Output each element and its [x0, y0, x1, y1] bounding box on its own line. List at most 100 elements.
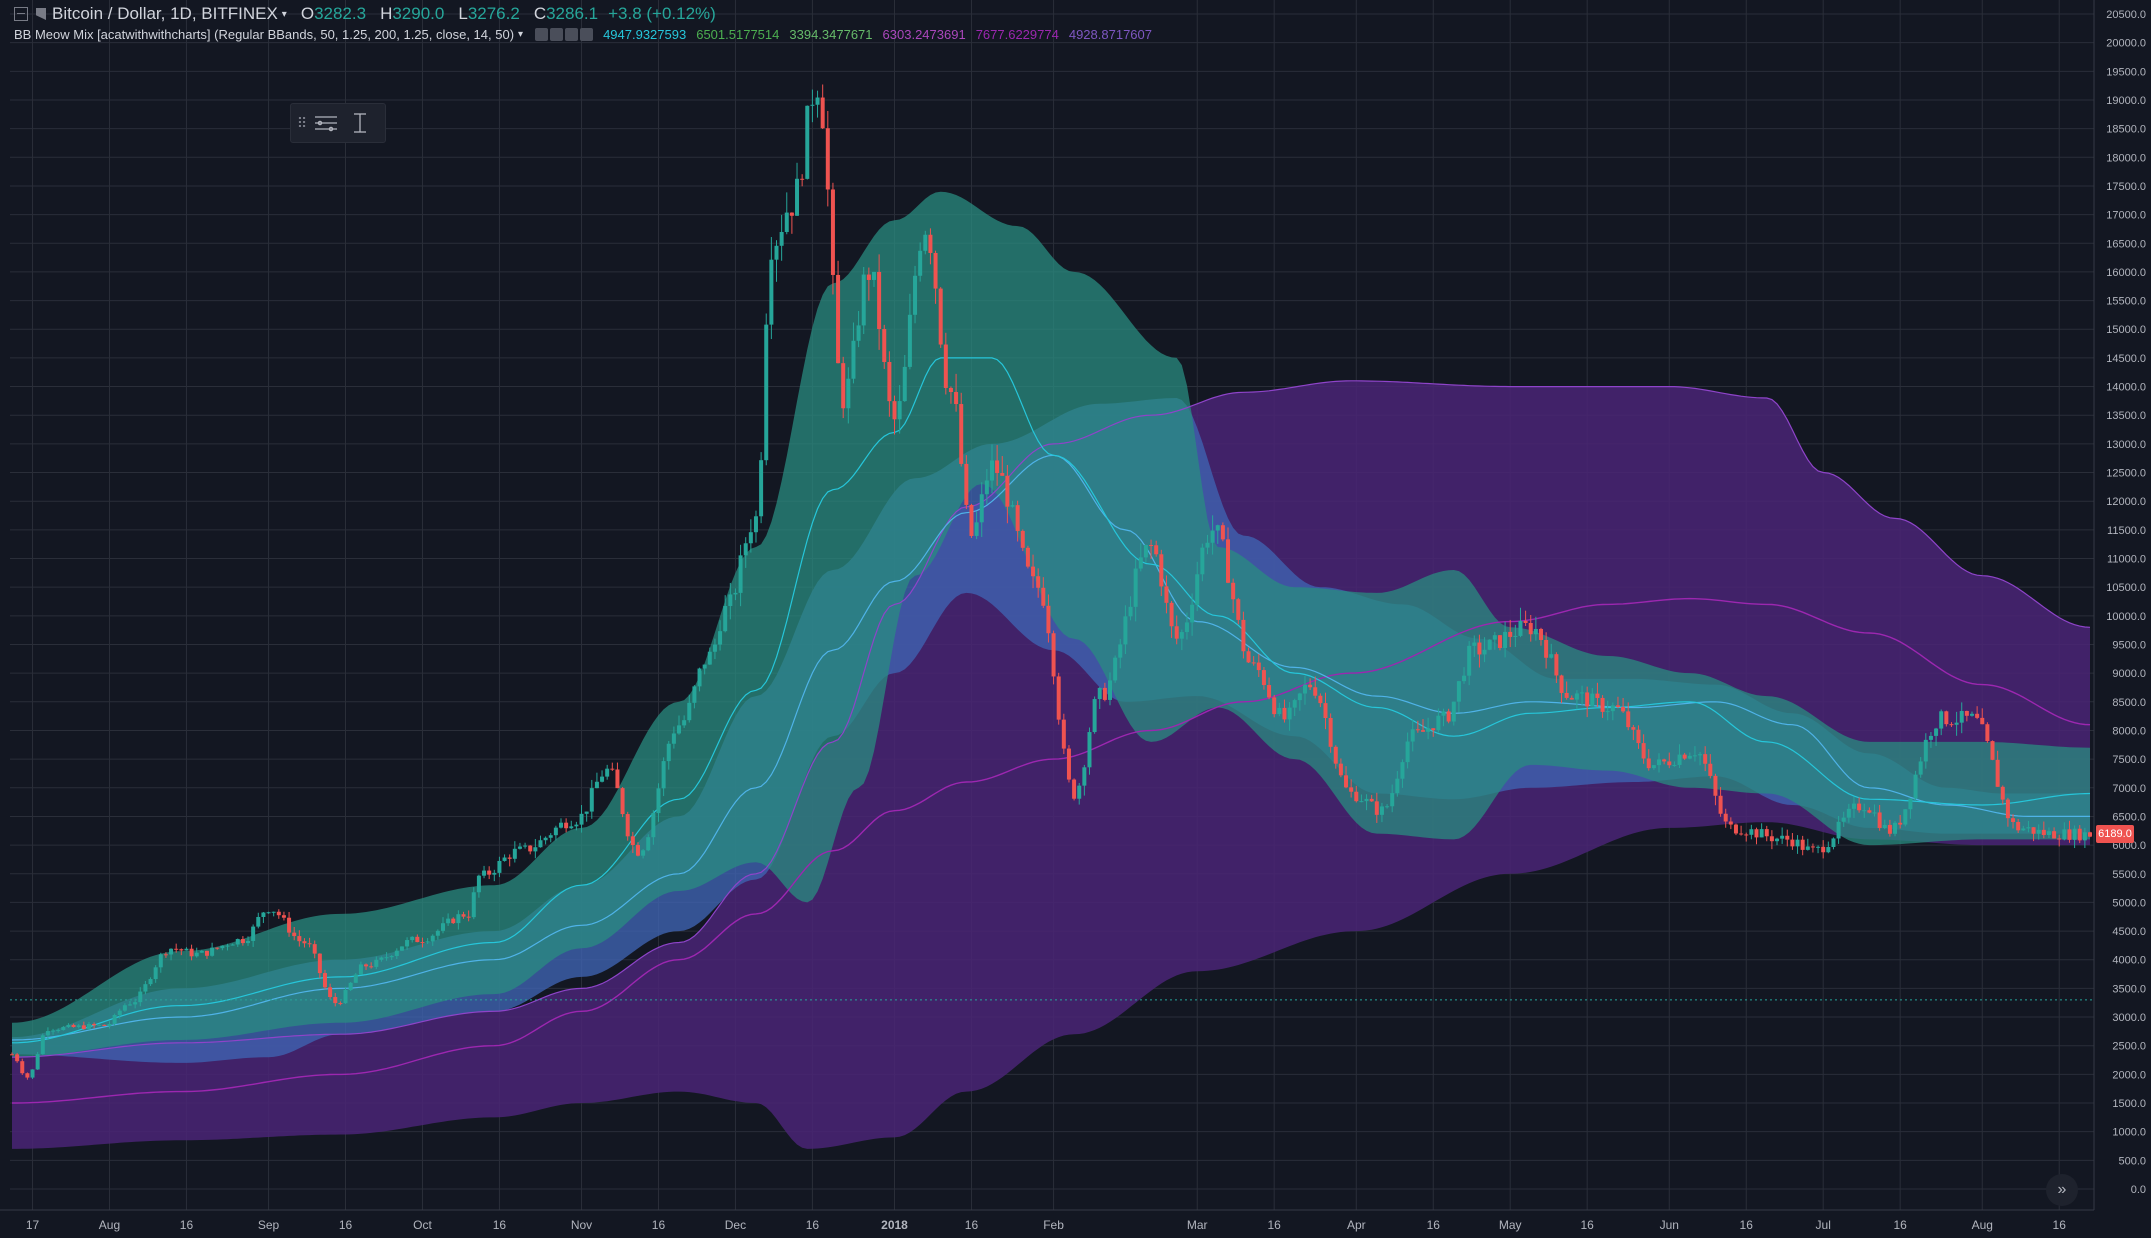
candle-body — [1780, 835, 1785, 839]
candle-body — [184, 948, 189, 951]
candle — [220, 945, 225, 951]
candle — [1097, 686, 1102, 710]
candle-body — [743, 543, 748, 556]
candle — [2082, 827, 2087, 849]
y-tick-label: 12000.0 — [2106, 496, 2146, 508]
candle — [86, 1022, 91, 1030]
candle — [2016, 818, 2021, 834]
cursor-text-icon[interactable] — [343, 107, 377, 139]
candle — [933, 250, 938, 304]
candle — [1995, 750, 2000, 787]
candle — [1010, 500, 1015, 508]
price-axis[interactable]: 0.0 500.0 1000.0 1500.0 2000.0 2500.0 3000.0 35… — [2093, 0, 2151, 1238]
candle — [723, 595, 728, 633]
indicator-name[interactable]: BB Meow Mix [acatwithwithcharts] (Regula… — [14, 27, 515, 42]
candle — [1041, 577, 1046, 609]
candle-body — [815, 97, 820, 105]
candle-body — [1200, 547, 1205, 575]
candle — [81, 1021, 86, 1030]
candle — [425, 938, 430, 945]
candle — [1426, 717, 1431, 740]
candle — [1061, 713, 1066, 755]
candle-body — [1677, 754, 1682, 765]
x-tick-label: Dec — [725, 1218, 746, 1232]
candle-body — [2036, 829, 2041, 834]
candle — [564, 818, 569, 833]
candle-body — [1390, 793, 1395, 807]
x-tick-label: 16 — [180, 1218, 194, 1232]
drag-handle-icon[interactable]: ⠿ — [296, 114, 308, 131]
candle — [1482, 637, 1487, 663]
candle-body — [836, 274, 841, 364]
candle — [1236, 597, 1241, 625]
candle — [569, 820, 574, 830]
time-axis[interactable]: 17 Aug 16 Sep 16 Oct 16 Nov 16 Dec 16 2018 16 Feb Mar 1… — [0, 1209, 2151, 1238]
candle-body — [266, 912, 271, 914]
candle — [348, 981, 353, 992]
candle-body — [1159, 554, 1164, 587]
candle-body — [1025, 547, 1030, 567]
candle-body — [338, 1003, 343, 1005]
candle-body — [204, 950, 209, 956]
candle-body — [1749, 829, 1754, 835]
candle — [1215, 524, 1220, 544]
chevron-down-icon[interactable]: ▾ — [281, 8, 287, 20]
candle — [1210, 515, 1215, 555]
candle-body — [1133, 568, 1138, 607]
candle-body — [1231, 582, 1236, 600]
candle-body — [1195, 574, 1200, 605]
candle-body — [1128, 606, 1133, 617]
candle-body — [846, 378, 851, 409]
eye-icon[interactable] — [535, 28, 549, 41]
candle-body — [1333, 746, 1338, 764]
candle-body — [1995, 759, 2000, 787]
symbol-name[interactable]: Bitcoin / Dollar, 1D, BITFINEX — [52, 4, 278, 23]
close-icon[interactable] — [580, 28, 594, 41]
candle — [440, 917, 445, 934]
candle — [641, 849, 646, 859]
candle-body — [830, 189, 835, 275]
floating-toolbar[interactable]: ⠿ — [290, 103, 386, 143]
candle — [2005, 797, 2010, 827]
candle — [1780, 827, 1785, 844]
candle — [1610, 702, 1615, 721]
chevron-down-icon[interactable]: ▾ — [518, 29, 524, 40]
candle-body — [1903, 809, 1908, 825]
candle-body — [1580, 692, 1585, 694]
collapse-icon[interactable] — [14, 7, 28, 21]
candle — [1077, 782, 1082, 805]
candle — [584, 811, 589, 822]
candle-body — [646, 837, 651, 851]
candle-body — [1964, 710, 1969, 716]
candle — [456, 910, 461, 930]
candle-body — [677, 725, 682, 734]
y-tick-label: 6500.0 — [2112, 811, 2146, 823]
candle — [1133, 559, 1138, 622]
candle — [1846, 803, 1851, 823]
candle — [1415, 720, 1420, 733]
lines-settings-icon[interactable] — [309, 107, 343, 139]
candle-body — [1226, 539, 1231, 583]
indicator-value: 6501.5177514 — [696, 27, 780, 42]
candle-body — [1621, 707, 1626, 712]
y-tick-label: 13000.0 — [2106, 439, 2146, 451]
candle — [1800, 835, 1805, 856]
more-icon[interactable] — [565, 28, 579, 41]
candle-body — [430, 935, 435, 942]
gear-icon[interactable] — [550, 28, 564, 41]
candle-body — [1821, 846, 1826, 853]
candle — [487, 866, 492, 880]
candle-body — [1020, 530, 1025, 548]
candle-body — [1477, 642, 1482, 655]
candle — [276, 909, 281, 919]
candle — [497, 856, 502, 878]
candle-body — [1036, 576, 1041, 588]
double-chevron-right-icon[interactable]: » — [2046, 1174, 2078, 1206]
candle-body — [651, 813, 656, 838]
y-tick-label: 3500.0 — [2112, 983, 2146, 995]
candle — [769, 237, 774, 340]
candle-body — [353, 974, 358, 983]
candle — [1775, 837, 1780, 846]
